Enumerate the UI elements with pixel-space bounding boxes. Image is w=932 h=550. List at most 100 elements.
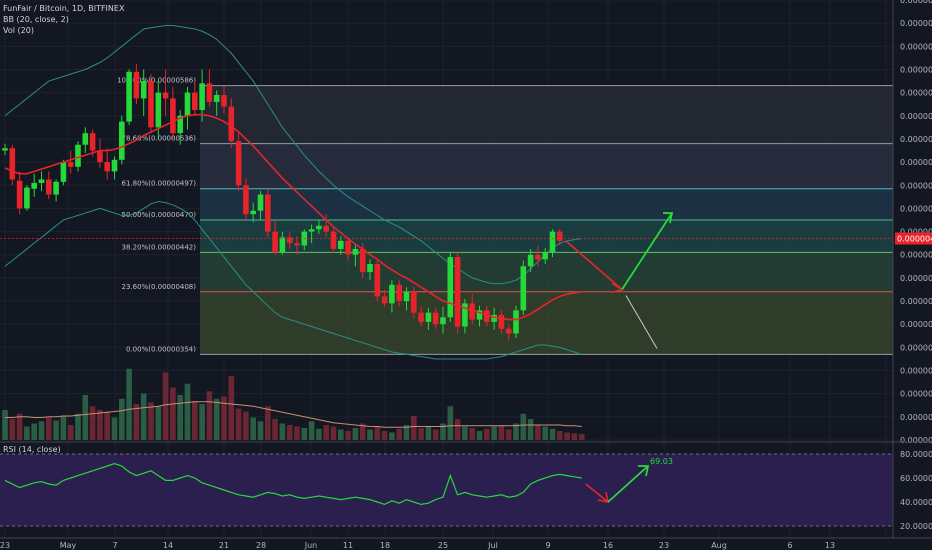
volume-bar <box>367 429 373 440</box>
candle-body <box>221 94 227 107</box>
candle-body <box>367 264 373 273</box>
candle-body <box>162 92 169 99</box>
bb-upper-line <box>4 24 582 285</box>
volume-bar <box>162 372 169 440</box>
volume-bar <box>133 404 140 440</box>
volume-bar <box>286 425 293 440</box>
volume-bar <box>265 406 271 440</box>
candle-body <box>549 231 556 253</box>
volume-bar <box>345 431 351 440</box>
volume-bar <box>418 428 424 440</box>
bb-legend: BB (20, close, 2) <box>3 15 69 24</box>
fib-zone-5 <box>200 291 893 355</box>
fib-zone-3 <box>200 220 893 253</box>
volume-bar <box>462 426 468 440</box>
volume-bar <box>403 425 410 440</box>
volume-bar <box>549 428 556 440</box>
price-tick-label: 0.00000340 <box>900 367 932 376</box>
rsi-up-arrow <box>607 465 649 503</box>
volume-bar <box>53 420 59 440</box>
price-tick-label: 0.00000620 <box>900 42 932 51</box>
volume-bar <box>192 401 198 440</box>
candle-body <box>46 179 52 195</box>
volume-bar <box>46 417 52 440</box>
fib-level-label: 50.00%(0.00000470) <box>122 211 197 219</box>
x-tick-label: 21 <box>219 541 229 550</box>
fib-level-label: 0.00%(0.00000354) <box>126 345 196 353</box>
x-tick-label: May <box>60 541 77 550</box>
volume-bar <box>104 411 110 440</box>
volume-bar <box>31 423 37 440</box>
fib-level-label: 61.80%(0.00000497) <box>122 180 197 188</box>
volume-bar <box>323 425 329 440</box>
volume-bar <box>557 431 563 440</box>
candle-body <box>140 81 147 99</box>
volume-bar <box>505 429 512 440</box>
candle-body <box>491 314 497 322</box>
candle-body <box>250 210 256 215</box>
candle-body <box>447 257 454 318</box>
candle-body <box>184 92 191 116</box>
volume-bar <box>498 425 505 440</box>
candle-body <box>389 284 395 304</box>
x-tick-label: 9 <box>545 541 550 550</box>
candle-body <box>170 98 176 134</box>
projection-up-arrow <box>621 212 673 290</box>
price-tick-label: 0.00000600 <box>900 65 932 74</box>
volume-bar <box>228 376 235 440</box>
volume-bar <box>184 383 191 440</box>
volume-bar <box>177 395 183 440</box>
volume-bar <box>316 428 322 440</box>
rsi-up-arrowhead <box>638 465 650 477</box>
volume-bar <box>447 406 454 440</box>
volume-bar <box>381 431 388 440</box>
candle-body <box>411 291 417 313</box>
current-price-tag <box>895 232 932 245</box>
candle-body <box>308 229 315 232</box>
candle-body <box>199 83 205 110</box>
candle-body <box>9 148 16 180</box>
volume-bar <box>469 428 475 440</box>
volume-bar <box>111 417 118 440</box>
candle-body <box>374 264 381 297</box>
rsi-down-arrow <box>585 483 609 503</box>
volume-bar <box>213 398 220 440</box>
price-tick-label: 0.00000480 <box>900 204 932 213</box>
rsi-tick-label: 20.0000 <box>900 522 932 531</box>
volume-bar <box>535 425 541 440</box>
rsi-band <box>0 454 893 526</box>
x-tick-label: Jun <box>304 541 318 550</box>
symbol-title: FunFair / Bitcoin, 1D, BITFINEX <box>3 4 125 13</box>
rsi-legend: RSI (14, close) <box>3 445 61 454</box>
price-tick-label: 0.00000520 <box>900 158 932 167</box>
candle-body <box>243 185 249 215</box>
price-tick-label: 0.00000660 <box>900 0 932 5</box>
price-tick-label: 0.00000580 <box>900 89 932 98</box>
price-tick-label: 0.00000420 <box>900 274 932 283</box>
volume-bar <box>279 423 286 440</box>
volume-bar <box>119 398 125 440</box>
volume-bar <box>425 426 432 440</box>
rsi-tick-label: 60.0000 <box>900 474 932 483</box>
candle-body <box>557 231 563 241</box>
volume-bar <box>60 416 67 440</box>
volume-bar <box>359 423 366 440</box>
candle-body <box>454 257 461 327</box>
volume-bar <box>199 404 205 440</box>
price-tick-label: 0.00000500 <box>900 181 932 190</box>
candle-body <box>75 144 81 167</box>
rsi-value-label: 69.03 <box>650 457 673 466</box>
rsi-tick-label: 40.0000 <box>900 498 932 507</box>
candle-body <box>192 92 198 110</box>
volume-bar <box>454 419 461 440</box>
volume-bar <box>206 391 213 440</box>
candle-body <box>403 291 410 302</box>
x-tick-label: Aug <box>711 541 727 550</box>
volume-bar <box>272 419 278 440</box>
volume-bar <box>89 406 96 440</box>
volume-bar <box>2 410 8 440</box>
candle-body <box>286 237 293 244</box>
volume-bar <box>67 425 74 440</box>
